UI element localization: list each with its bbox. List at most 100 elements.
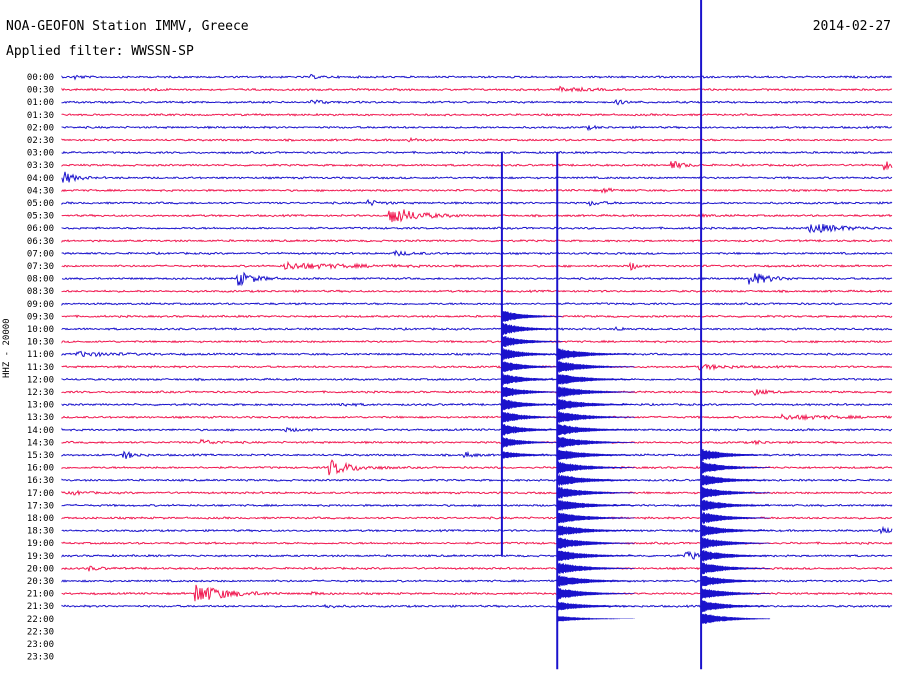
- earthquake-coda: [501, 373, 563, 386]
- row-time-label: 22:30: [27, 627, 54, 637]
- trace-row: [61, 388, 893, 397]
- trace-row: [61, 150, 893, 155]
- row-time-label: 05:30: [27, 212, 54, 222]
- row-time-label: 03:00: [27, 149, 54, 159]
- earthquake-coda: [700, 448, 771, 462]
- row-time-label: 06:30: [27, 237, 54, 247]
- trace-row: [61, 363, 893, 371]
- row-time-label: 21:00: [27, 590, 54, 600]
- earthquake-coda: [501, 361, 563, 373]
- trace-row: [61, 171, 893, 183]
- earthquake-coda: [556, 360, 635, 373]
- seismograph-traces: [61, 73, 893, 609]
- row-time-label: 14:00: [27, 426, 54, 436]
- earthquake-coda: [556, 524, 635, 537]
- earthquake-coda: [700, 588, 771, 600]
- trace-row: [61, 427, 893, 433]
- earthquake-signals: [500, 0, 771, 670]
- earthquake-coda: [700, 562, 771, 575]
- earthquake-coda: [556, 587, 635, 600]
- trace-row: [61, 584, 893, 602]
- earthquake-coda: [501, 335, 563, 348]
- row-time-label: 17:30: [27, 501, 54, 511]
- earthquake-coda: [556, 348, 635, 361]
- earthquake-coda: [501, 348, 563, 361]
- earthquake-coda: [501, 323, 563, 335]
- earthquake-coda: [501, 311, 563, 322]
- earthquake-coda: [556, 448, 635, 462]
- trace-row: [61, 326, 893, 331]
- earthquake-coda: [700, 549, 771, 562]
- earthquake-coda: [700, 461, 771, 474]
- row-time-label: 06:00: [27, 224, 54, 234]
- row-time-label: 01:00: [27, 98, 54, 108]
- row-time-label: 07:00: [27, 249, 54, 259]
- row-time-label: 02:00: [27, 123, 54, 133]
- trace-row: [61, 377, 893, 382]
- trace-row: [61, 289, 893, 294]
- earthquake-coda: [556, 398, 635, 411]
- earthquake-coda: [556, 512, 635, 524]
- trace-row: [61, 112, 893, 117]
- row-time-label: 16:30: [27, 476, 54, 486]
- trace-row: [61, 301, 893, 307]
- trace-row: [61, 314, 893, 319]
- row-time-label: 12:00: [27, 375, 54, 385]
- earthquake-coda: [501, 399, 563, 411]
- trace-row: [61, 73, 893, 81]
- trace-row: [61, 98, 893, 106]
- row-time-label: 03:30: [27, 161, 54, 171]
- filter-label: Applied filter: WWSSN-SP: [6, 44, 194, 59]
- earthquake-coda: [556, 537, 635, 549]
- row-time-label: 09:30: [27, 312, 54, 322]
- earthquake-coda: [700, 612, 771, 625]
- row-time-label: 19:00: [27, 539, 54, 549]
- row-time-label: 16:00: [27, 464, 54, 474]
- row-time-label: 15:30: [27, 451, 54, 461]
- row-time-label: 23:30: [27, 653, 54, 663]
- trace-row: [61, 85, 893, 93]
- row-time-label: 13:30: [27, 413, 54, 423]
- trace-row: [61, 271, 893, 287]
- earthquake-coda: [700, 512, 771, 524]
- row-time-label: 08:30: [27, 287, 54, 297]
- row-time-label: 19:30: [27, 552, 54, 562]
- earthquake-coda: [556, 487, 635, 499]
- trace-row: [61, 136, 893, 143]
- row-time-label: 00:30: [27, 86, 54, 96]
- trace-row: [61, 223, 893, 234]
- row-time-label: 01:30: [27, 111, 54, 121]
- station-title: NOA-GEOFON Station IMMV, Greece: [6, 19, 249, 34]
- row-time-label: 13:00: [27, 401, 54, 411]
- row-time-label: 20:00: [27, 564, 54, 574]
- earthquake-coda: [700, 600, 771, 613]
- earthquake-coda: [556, 574, 635, 588]
- row-time-label: 14:30: [27, 438, 54, 448]
- earthquake-coda: [556, 385, 635, 399]
- trace-row: [61, 438, 893, 446]
- earthquake-coda: [501, 412, 563, 423]
- row-time-label: 21:30: [27, 602, 54, 612]
- row-time-label: 12:30: [27, 388, 54, 398]
- earthquake-coda: [700, 524, 771, 537]
- row-time-label: 08:00: [27, 275, 54, 285]
- row-time-label: 11:30: [27, 363, 54, 373]
- earthquake-coda: [556, 562, 635, 575]
- earthquake-coda: [700, 537, 771, 549]
- trace-row: [61, 249, 893, 257]
- row-time-label: 20:30: [27, 577, 54, 587]
- row-time-label: 04:30: [27, 186, 54, 196]
- earthquake-coda: [700, 474, 771, 487]
- earthquake-coda: [556, 615, 635, 622]
- earthquake-coda: [501, 423, 563, 437]
- row-time-label: 04:00: [27, 174, 54, 184]
- earthquake-coda: [501, 387, 563, 397]
- record-date: 2014-02-27: [812, 19, 891, 34]
- row-time-label: 22:00: [27, 615, 54, 625]
- trace-row: [61, 402, 893, 408]
- trace-row: [61, 238, 893, 244]
- earthquake-coda: [556, 474, 635, 487]
- earthquake-coda: [700, 574, 771, 588]
- row-time-label: 10:30: [27, 338, 54, 348]
